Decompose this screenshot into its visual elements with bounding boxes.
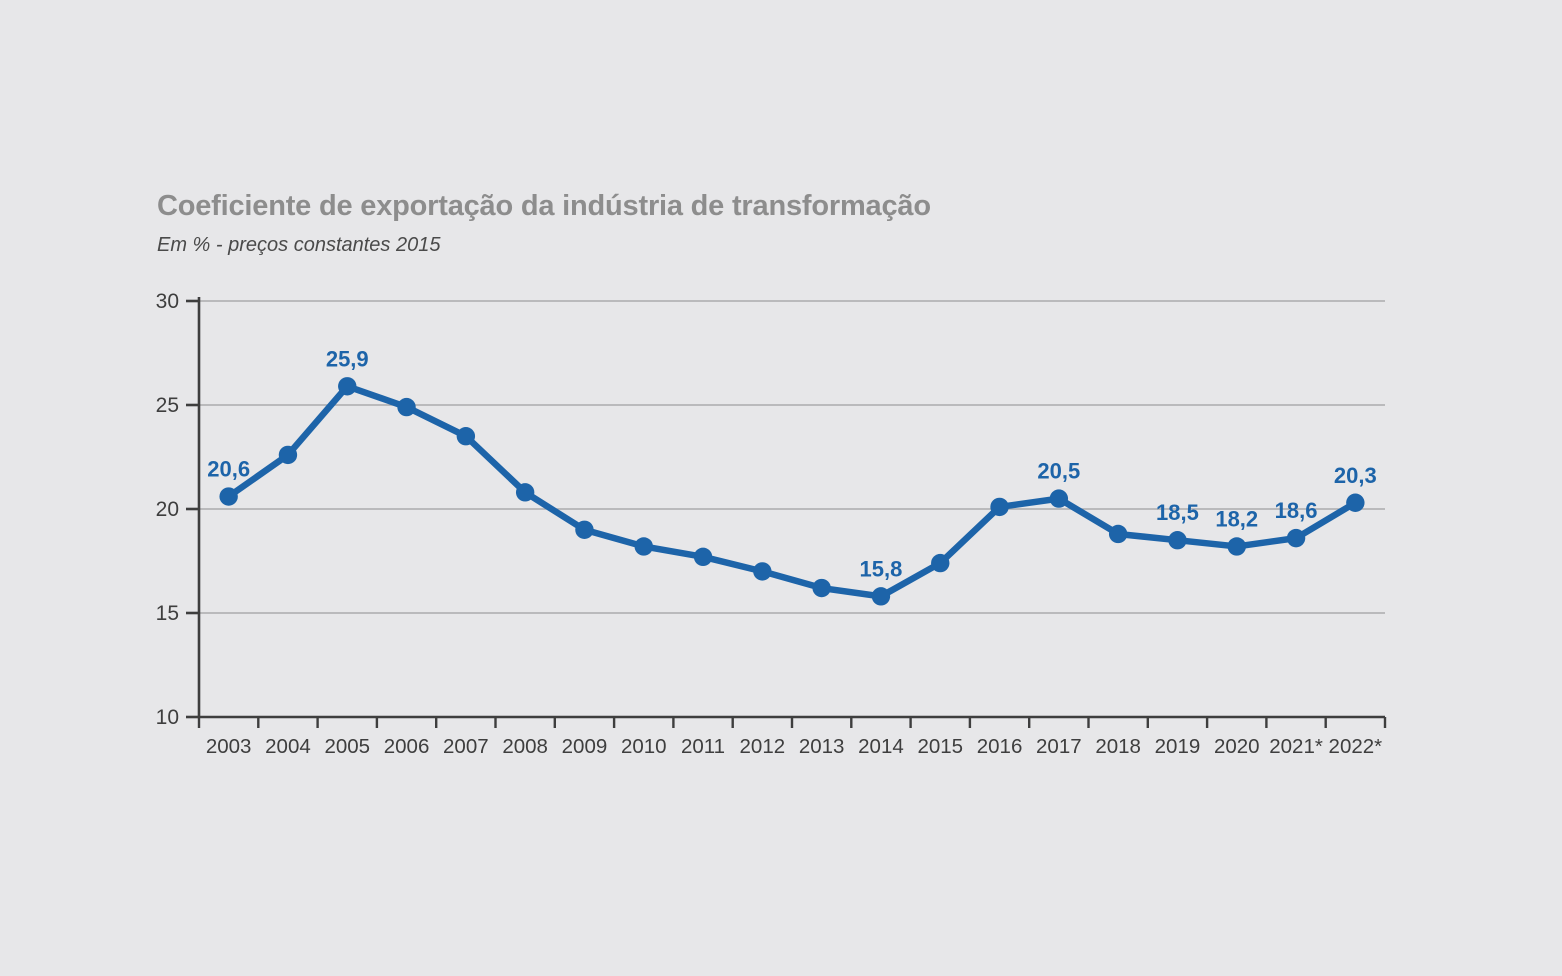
x-axis-tick-label: 2012	[740, 735, 786, 758]
y-axis-tick-label: 10	[156, 706, 179, 729]
data-point	[1049, 489, 1069, 508]
data-point	[1346, 493, 1365, 512]
data-point	[219, 487, 238, 506]
data-point-label: 20,5	[1037, 459, 1080, 484]
data-point-label: 25,9	[326, 346, 369, 371]
data-point-label: 18,2	[1215, 506, 1258, 531]
x-axis-tick-label: 2008	[502, 735, 548, 758]
x-axis-tick-label: 2022*	[1329, 735, 1383, 758]
data-point	[634, 537, 653, 556]
data-point	[990, 497, 1009, 517]
data-point	[338, 377, 357, 396]
data-point	[515, 483, 535, 502]
data-point-label: 20,3	[1334, 463, 1377, 488]
y-axis-tick-label: 20	[156, 498, 179, 521]
chart-title: Coeficiente de exportação da indústria d…	[157, 190, 931, 222]
x-axis-tick-label: 2021*	[1269, 735, 1323, 758]
data-point-label: 18,5	[1156, 500, 1199, 525]
x-axis-tick-label: 2015	[917, 735, 963, 758]
data-point	[1108, 524, 1128, 544]
x-axis-tick-label: 2010	[621, 735, 667, 758]
data-point-label: 15,8	[860, 556, 903, 581]
data-point	[753, 562, 772, 581]
x-axis-tick-label: 2006	[384, 735, 430, 758]
data-point	[931, 553, 950, 573]
data-point-label: 20,6	[207, 457, 250, 482]
x-axis-tick-label: 2013	[799, 735, 845, 758]
data-point	[397, 397, 416, 417]
y-axis-tick-label: 30	[156, 290, 179, 313]
x-axis-tick-label: 2019	[1155, 735, 1201, 758]
x-axis-tick-label: 2005	[324, 735, 370, 758]
y-axis-tick-label: 15	[156, 602, 179, 625]
x-axis-tick-label: 2004	[265, 735, 311, 758]
x-axis-tick-label: 2009	[562, 735, 608, 758]
data-point	[278, 445, 298, 465]
data-point	[693, 547, 713, 567]
x-axis-tick-label: 2011	[681, 735, 725, 758]
x-axis-tick-label: 2003	[206, 735, 252, 758]
x-axis-tick-label: 2016	[977, 735, 1023, 758]
data-point	[1227, 537, 1246, 556]
x-axis-tick-label: 2020	[1214, 735, 1260, 758]
x-axis-tick-label: 2018	[1095, 735, 1141, 758]
x-axis-tick-label: 2014	[858, 735, 904, 758]
y-axis-tick-label: 25	[156, 394, 179, 417]
x-axis-tick-label: 2007	[443, 735, 489, 758]
data-point	[456, 427, 476, 446]
chart-subtitle: Em % - preços constantes 2015	[157, 234, 441, 256]
data-point	[1168, 531, 1187, 550]
series-line	[225, 383, 1359, 600]
data-point	[812, 578, 831, 598]
data-point	[871, 587, 891, 606]
data-point-label: 18,6	[1275, 498, 1318, 523]
x-axis-tick-label: 2017	[1036, 735, 1082, 758]
data-point	[1286, 528, 1306, 548]
data-point	[575, 520, 594, 539]
